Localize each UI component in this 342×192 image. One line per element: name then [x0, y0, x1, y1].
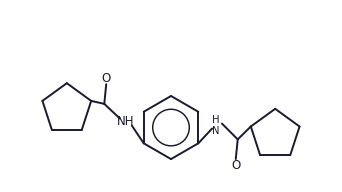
Text: O: O [231, 160, 240, 172]
Text: H
N: H N [212, 115, 220, 136]
Text: NH: NH [117, 115, 135, 128]
Text: O: O [102, 72, 111, 85]
